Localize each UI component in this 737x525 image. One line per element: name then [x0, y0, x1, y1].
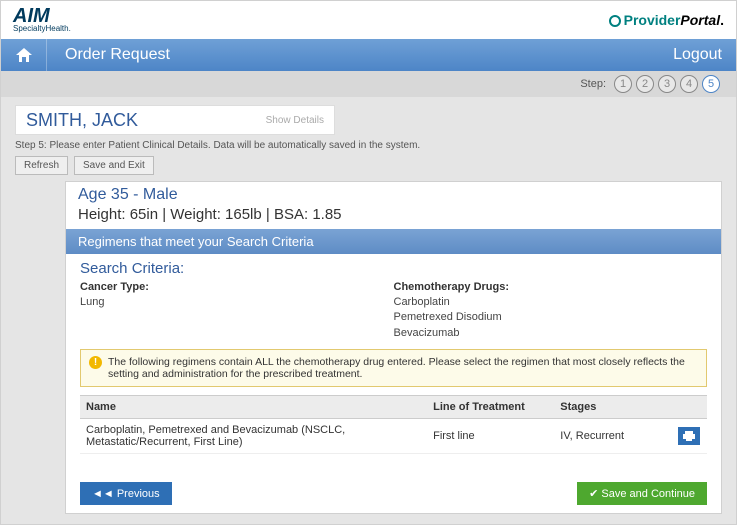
row-line: First line	[427, 425, 554, 447]
step-4[interactable]: 4	[680, 75, 698, 93]
chemo-drug-0: Carboplatin	[394, 295, 708, 310]
notice-text: The following regimens contain ALL the c…	[108, 356, 698, 380]
show-details-link[interactable]: Show Details	[266, 115, 324, 126]
patient-measure-line: Height: 65in | Weight: 165lb | BSA: 1.85	[78, 206, 709, 223]
provider-portal-logo: ProviderPortal.	[609, 12, 724, 28]
patient-name: SMITH, JACK	[26, 110, 138, 131]
chemo-drug-2: Bevacizumab	[394, 326, 708, 341]
portal-ring-icon	[609, 15, 621, 27]
portal-dot: .	[720, 12, 724, 28]
home-icon[interactable]	[1, 39, 47, 71]
regimen-notice: ! The following regimens contain ALL the…	[80, 349, 707, 387]
regimen-card: Age 35 - Male Height: 65in | Weight: 165…	[65, 181, 722, 514]
step-instruction: Step 5: Please enter Patient Clinical De…	[15, 140, 722, 151]
search-criteria-title: Search Criteria:	[80, 260, 707, 277]
chemo-drugs-label: Chemotherapy Drugs:	[394, 281, 708, 293]
patient-name-box: SMITH, JACK Show Details	[15, 105, 335, 135]
chemo-drug-1: Pemetrexed Disodium	[394, 310, 708, 325]
step-label: Step:	[580, 78, 606, 90]
row-stages: IV, Recurrent	[554, 425, 671, 447]
col-name: Name	[80, 396, 427, 418]
patient-age-line: Age 35 - Male	[78, 186, 709, 204]
save-continue-button[interactable]: ✔ Save and Continue	[577, 482, 707, 505]
col-stages: Stages	[554, 396, 671, 418]
logout-link[interactable]: Logout	[673, 46, 736, 64]
step-indicator: Step: 1 2 3 4 5	[1, 71, 736, 97]
table-row[interactable]: Carboplatin, Pemetrexed and Bevacizumab …	[80, 419, 707, 454]
cancer-type-value: Lung	[80, 295, 394, 310]
col-line: Line of Treatment	[427, 396, 554, 418]
refresh-button[interactable]: Refresh	[15, 156, 68, 175]
brand-logo: AIM SpecialtyHealth.	[13, 7, 71, 32]
table-header: Name Line of Treatment Stages	[80, 395, 707, 419]
portal-portal-text: Portal	[680, 12, 720, 28]
previous-button[interactable]: ◄◄ Previous	[80, 482, 172, 505]
info-icon: !	[89, 356, 102, 369]
page-title: Order Request	[47, 46, 673, 64]
step-2[interactable]: 2	[636, 75, 654, 93]
portal-provider-text: Provider	[624, 12, 681, 28]
row-name: Carboplatin, Pemetrexed and Bevacizumab …	[80, 419, 427, 453]
step-1[interactable]: 1	[614, 75, 632, 93]
brand-logo-sub: SpecialtyHealth.	[13, 25, 71, 32]
cancer-type-label: Cancer Type:	[80, 281, 394, 293]
save-exit-button[interactable]: Save and Exit	[74, 156, 154, 175]
step-3[interactable]: 3	[658, 75, 676, 93]
step-5[interactable]: 5	[702, 75, 720, 93]
print-icon[interactable]	[678, 427, 700, 445]
regimen-header: Regimens that meet your Search Criteria	[66, 229, 721, 254]
